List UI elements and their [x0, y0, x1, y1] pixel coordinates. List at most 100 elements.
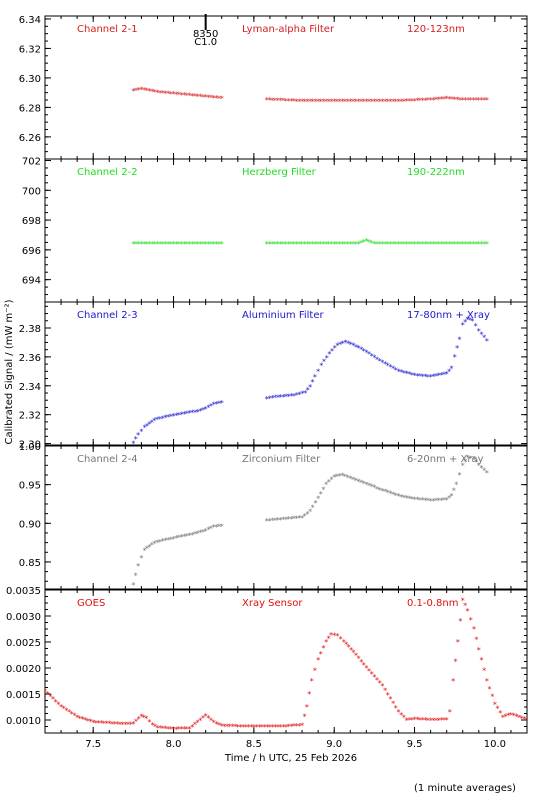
data-point: * [359, 346, 363, 355]
data-point: * [470, 317, 474, 326]
y-tick-label: 0.95 [19, 481, 41, 492]
data-point: * [270, 96, 274, 105]
data-point: * [113, 720, 117, 729]
data-point: * [289, 240, 293, 249]
data-point: * [190, 531, 194, 540]
data-point: * [415, 716, 419, 725]
data-point: * [273, 96, 277, 105]
data-point: * [452, 486, 456, 495]
data-point: * [485, 677, 489, 686]
data-point: * [396, 367, 400, 376]
data-point: * [463, 457, 467, 466]
data-point: * [155, 416, 159, 425]
data-point: * [370, 352, 374, 361]
data-point: * [212, 240, 216, 249]
y-tick-label: 0.0015 [6, 690, 41, 701]
data-point: * [341, 339, 345, 348]
data-point: * [522, 715, 526, 724]
data-point: * [346, 240, 350, 249]
data-point: * [351, 240, 355, 249]
data-point: * [512, 712, 516, 721]
data-point: * [48, 693, 52, 702]
panel-label-filter: Herzberg Filter [242, 167, 317, 178]
data-point: * [380, 240, 384, 249]
data-point: * [458, 617, 462, 626]
data-point: * [386, 691, 390, 700]
data-point: * [482, 466, 486, 475]
data-point: * [177, 240, 181, 249]
data-point: * [136, 562, 140, 571]
data-point: * [217, 240, 221, 249]
marker-label-bottom: C1.0 [194, 37, 217, 48]
data-point: * [147, 240, 151, 249]
data-point: * [298, 390, 302, 399]
data-point: * [380, 359, 384, 368]
data-point: * [501, 713, 505, 722]
data-point: * [198, 93, 202, 102]
panel-label-filter: Lyman-alpha Filter [242, 24, 335, 35]
data-point: * [447, 240, 451, 249]
data-series: ****************************************… [45, 596, 527, 734]
data-point: * [429, 717, 433, 726]
data-point: * [445, 95, 449, 104]
data-point: * [206, 714, 210, 723]
data-point: * [297, 514, 301, 523]
data-point: * [225, 722, 229, 731]
data-point: * [421, 96, 425, 105]
data-point: * [375, 240, 379, 249]
data-point: * [399, 493, 403, 502]
footnote: (1 minute averages) [414, 783, 516, 794]
data-point: * [143, 546, 147, 555]
data-point: * [72, 712, 76, 721]
data-point: * [364, 349, 368, 358]
data-point: * [263, 723, 267, 732]
data-point: * [455, 344, 459, 353]
data-point: * [442, 371, 446, 380]
data-point: * [204, 93, 208, 102]
data-point: * [204, 405, 208, 414]
data-point: * [388, 695, 392, 704]
data-point: * [445, 496, 449, 505]
data-point: * [174, 725, 178, 734]
data-point: * [421, 372, 425, 381]
data-point: * [182, 91, 186, 100]
y-tick-label: 2.38 [19, 324, 41, 335]
data-point: * [450, 240, 454, 249]
data-point: * [209, 94, 213, 103]
data-point: * [399, 97, 403, 106]
data-point: * [56, 700, 60, 709]
data-point: * [370, 483, 374, 492]
data-point: * [182, 410, 186, 419]
data-point: * [281, 240, 285, 249]
data-point: * [378, 357, 382, 366]
panel-label-band: 17-80nm + Xray [407, 310, 490, 321]
data-point: * [370, 670, 374, 679]
data-point: * [338, 240, 342, 249]
data-point: * [327, 635, 331, 644]
data-point: * [166, 725, 170, 734]
data-point: * [289, 722, 293, 731]
data-point: * [343, 98, 347, 107]
data-point: * [370, 239, 374, 248]
data-point: * [244, 723, 248, 732]
panel-3: 2.30 2.32 2.34 2.36 2.38 Channel 2-3 Aluminium… [19, 301, 528, 451]
data-point: * [431, 96, 435, 105]
y-tick-label: 6.26 [19, 133, 41, 144]
data-point: * [311, 98, 315, 107]
data-point: * [482, 96, 486, 105]
data-point: * [201, 93, 205, 102]
data-point: * [308, 383, 312, 392]
data-point: * [477, 240, 481, 249]
data-point: * [506, 712, 510, 721]
data-point: * [448, 708, 452, 717]
data-point: * [284, 393, 288, 402]
data-point: * [378, 240, 382, 249]
data-point: * [402, 97, 406, 106]
data-point: * [267, 96, 271, 105]
panel-frame [44, 158, 528, 303]
data-point: * [313, 667, 317, 676]
data-point: * [188, 92, 192, 101]
y-tick-label: 0.0035 [6, 586, 41, 597]
data-point: * [155, 539, 159, 548]
data-point: * [383, 687, 387, 696]
